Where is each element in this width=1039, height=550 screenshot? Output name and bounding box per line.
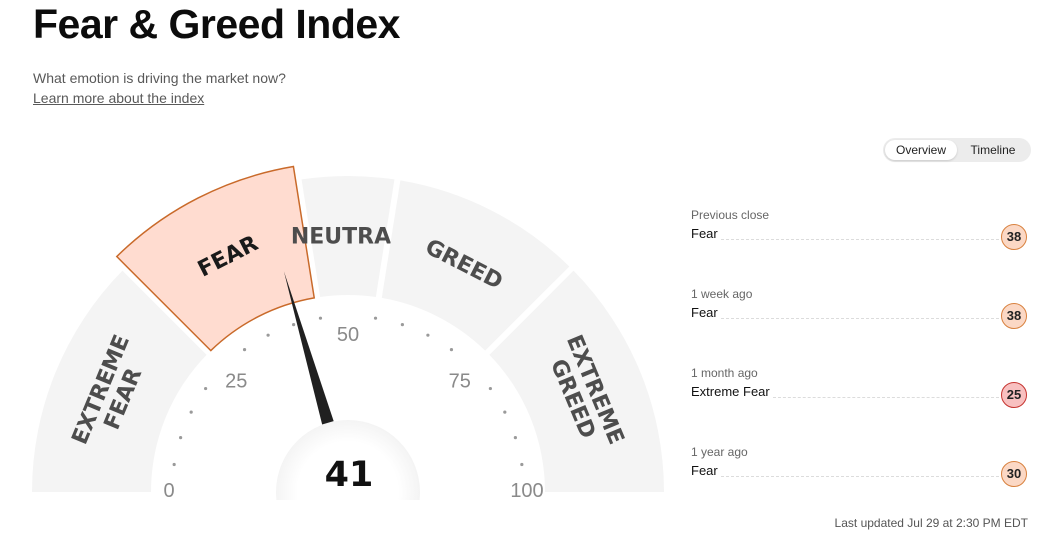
history-rating: Fear [691,463,718,478]
history-rating: Fear [691,305,718,320]
dial-dot [488,386,492,391]
toggle-overview[interactable]: Overview [885,140,957,160]
gauge-segment [32,270,207,492]
dial-dot [204,386,208,391]
history-score-badge: 30 [1001,461,1027,487]
dial-dot [172,462,176,467]
dashed-divider [721,318,999,319]
dial-dot [189,410,193,414]
gauge-needle [283,271,334,425]
history-score-badge: 38 [1001,303,1027,329]
history-item: 1 week ago Fear 38 [691,287,1029,337]
gauge-dial-dots [172,316,524,467]
gauge-segment-label: NEUTRAL [291,225,405,250]
dashed-divider [721,476,999,477]
gauge-segment [115,165,316,352]
gauge-value: 41 [325,455,374,495]
gauge-segment [301,175,395,297]
dial-dot [292,323,296,327]
gauge-tick-label: 25 [225,370,247,392]
page-title: Fear & Greed Index [33,1,400,47]
history-period: 1 month ago [691,366,758,380]
gauge-tick-label: 0 [163,480,174,500]
history-item: 1 year ago Fear 30 [691,445,1029,495]
gauge-segment [381,180,570,351]
learn-more-link[interactable]: Learn more about the index [33,90,205,106]
dial-dot [318,316,323,320]
gauge-tick-label: 50 [337,324,359,346]
dial-dot [449,348,454,352]
dial-dot [373,316,378,320]
view-toggle: Overview Timeline [883,138,1031,162]
history-period: 1 week ago [691,287,753,301]
history-item: Previous close Fear 38 [691,208,1029,258]
dial-dot [266,333,270,337]
history-rating: Fear [691,226,718,241]
gauge-hub [276,420,420,500]
history-rating: Extreme Fear [691,384,770,399]
dial-dot [520,462,524,467]
history-item: 1 month ago Extreme Fear 25 [691,366,1029,416]
dashed-divider [721,239,999,240]
gauge-tick-label: 100 [510,480,543,500]
dial-dot [400,323,404,327]
dial-dot [242,348,247,352]
dial-dot [179,436,183,440]
gauge-tick-label: 75 [449,370,471,392]
gauge-segment [489,270,664,492]
history-score-badge: 38 [1001,224,1027,250]
dial-dot [503,410,507,414]
history-score-badge: 25 [1001,382,1027,408]
page-subtitle: What emotion is driving the market now? [33,70,286,86]
gauge-tick-labels: 0 25 50 75 100 [163,324,543,500]
dashed-divider [773,397,999,398]
dial-dot [426,333,430,337]
toggle-timeline[interactable]: Timeline [970,143,1016,157]
history-period: Previous close [691,208,770,222]
history-period: 1 year ago [691,445,748,459]
dial-dot [513,436,517,440]
last-updated: Last updated Jul 29 at 2:30 PM EDT [834,516,1028,530]
